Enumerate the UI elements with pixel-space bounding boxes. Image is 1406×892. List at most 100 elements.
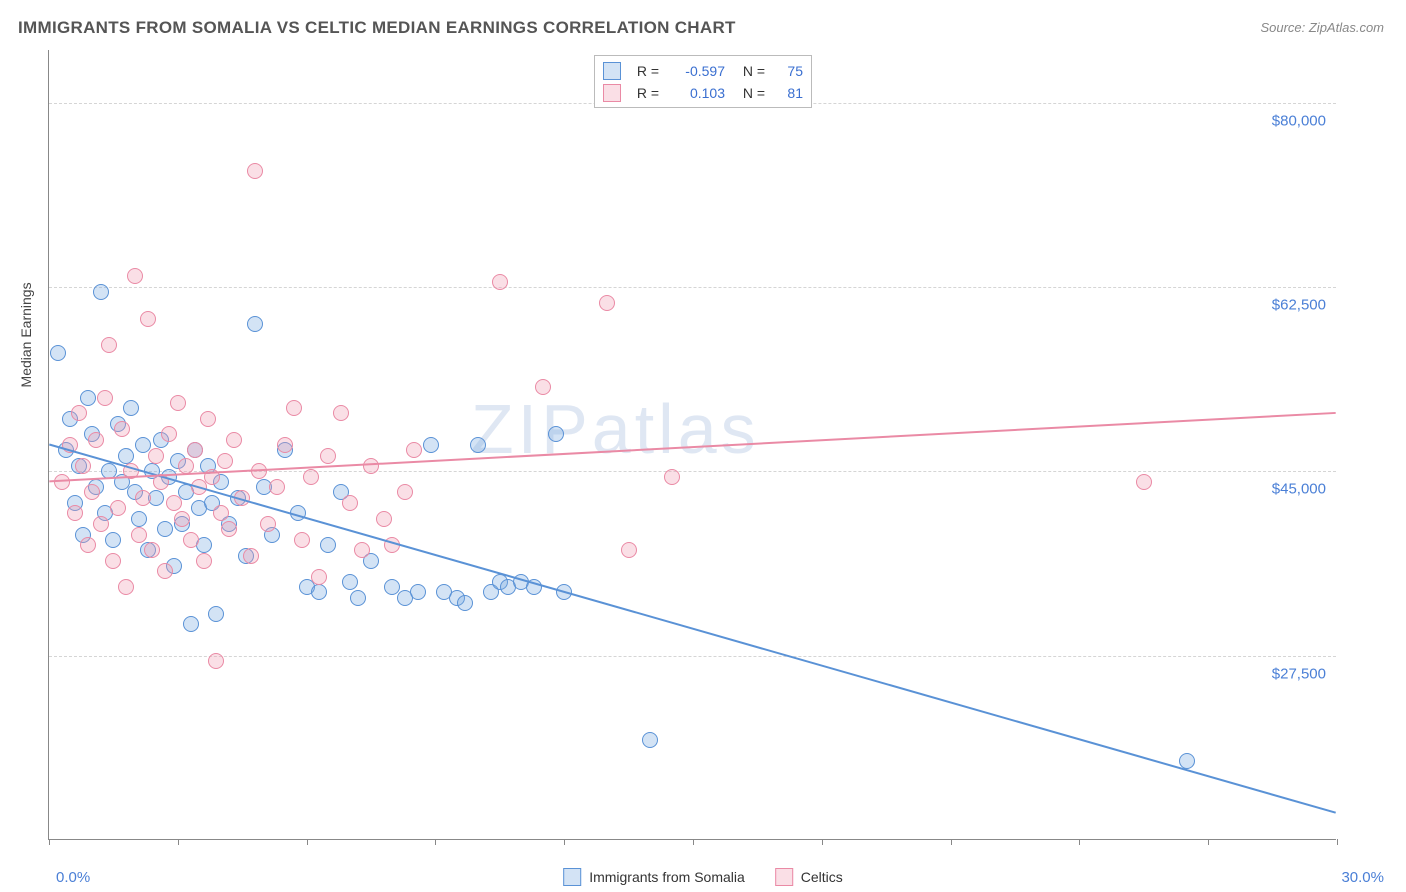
chart-title: IMMIGRANTS FROM SOMALIA VS CELTIC MEDIAN… bbox=[18, 18, 736, 38]
data-point-somalia bbox=[290, 505, 306, 521]
data-point-celtics bbox=[363, 458, 379, 474]
x-axis-label-min: 0.0% bbox=[56, 869, 90, 886]
data-point-celtics bbox=[226, 432, 242, 448]
x-tick bbox=[822, 839, 823, 845]
data-point-celtics bbox=[200, 411, 216, 427]
data-point-celtics bbox=[101, 337, 117, 353]
gridline bbox=[49, 656, 1336, 657]
data-point-celtics bbox=[170, 395, 186, 411]
data-point-celtics bbox=[196, 553, 212, 569]
data-point-celtics bbox=[269, 479, 285, 495]
data-point-celtics bbox=[221, 521, 237, 537]
x-tick bbox=[951, 839, 952, 845]
data-point-celtics bbox=[1136, 474, 1152, 490]
gridline bbox=[49, 471, 1336, 472]
data-point-celtics bbox=[80, 537, 96, 553]
data-point-celtics bbox=[333, 405, 349, 421]
data-point-somalia bbox=[470, 437, 486, 453]
data-point-celtics bbox=[97, 390, 113, 406]
data-point-celtics bbox=[664, 469, 680, 485]
data-point-celtics bbox=[105, 553, 121, 569]
trend-lines-layer bbox=[49, 50, 1336, 839]
data-point-celtics bbox=[148, 448, 164, 464]
data-point-celtics bbox=[71, 405, 87, 421]
legend-swatch-icon bbox=[603, 84, 621, 102]
legend-correlation-box: R =-0.597N =75R =0.103N =81 bbox=[594, 55, 812, 108]
data-point-celtics bbox=[234, 490, 250, 506]
data-point-celtics bbox=[174, 511, 190, 527]
x-axis-label-max: 30.0% bbox=[1341, 869, 1384, 886]
data-point-celtics bbox=[286, 400, 302, 416]
data-point-celtics bbox=[342, 495, 358, 511]
data-point-somalia bbox=[123, 400, 139, 416]
legend-n-label: N = bbox=[737, 60, 765, 82]
legend-n-label: N = bbox=[737, 82, 765, 104]
data-point-somalia bbox=[247, 316, 263, 332]
legend-r-label: R = bbox=[627, 82, 659, 104]
data-point-somalia bbox=[93, 284, 109, 300]
plot-area: ZIPatlas $27,500$45,000$62,500$80,000 bbox=[48, 50, 1336, 840]
chart-source: Source: ZipAtlas.com bbox=[1260, 20, 1384, 35]
gridline bbox=[49, 287, 1336, 288]
x-tick bbox=[693, 839, 694, 845]
data-point-celtics bbox=[492, 274, 508, 290]
data-point-celtics bbox=[217, 453, 233, 469]
data-point-celtics bbox=[62, 437, 78, 453]
data-point-celtics bbox=[303, 469, 319, 485]
data-point-celtics bbox=[621, 542, 637, 558]
legend-swatch-icon bbox=[563, 868, 581, 886]
data-point-celtics bbox=[67, 505, 83, 521]
data-point-somalia bbox=[457, 595, 473, 611]
data-point-somalia bbox=[183, 616, 199, 632]
data-point-celtics bbox=[213, 505, 229, 521]
data-point-celtics bbox=[311, 569, 327, 585]
legend-r-label: R = bbox=[627, 60, 659, 82]
data-point-celtics bbox=[354, 542, 370, 558]
data-point-celtics bbox=[320, 448, 336, 464]
data-point-celtics bbox=[251, 463, 267, 479]
data-point-somalia bbox=[642, 732, 658, 748]
data-point-celtics bbox=[127, 268, 143, 284]
legend-swatch-icon bbox=[603, 62, 621, 80]
y-tick-label: $62,500 bbox=[1272, 297, 1326, 314]
data-point-celtics bbox=[161, 426, 177, 442]
data-point-somalia bbox=[105, 532, 121, 548]
x-tick bbox=[564, 839, 565, 845]
x-tick bbox=[1337, 839, 1338, 845]
y-tick-label: $80,000 bbox=[1272, 112, 1326, 129]
data-point-celtics bbox=[397, 484, 413, 500]
data-point-celtics bbox=[123, 463, 139, 479]
data-point-celtics bbox=[208, 653, 224, 669]
data-point-somalia bbox=[131, 511, 147, 527]
data-point-somalia bbox=[1179, 753, 1195, 769]
data-point-celtics bbox=[277, 437, 293, 453]
data-point-celtics bbox=[166, 495, 182, 511]
data-point-somalia bbox=[80, 390, 96, 406]
data-point-somalia bbox=[208, 606, 224, 622]
data-point-celtics bbox=[260, 516, 276, 532]
x-tick bbox=[1208, 839, 1209, 845]
legend-n-value: 81 bbox=[771, 82, 803, 104]
x-tick bbox=[178, 839, 179, 845]
x-tick bbox=[1079, 839, 1080, 845]
data-point-somalia bbox=[320, 537, 336, 553]
data-point-somalia bbox=[50, 345, 66, 361]
data-point-celtics bbox=[114, 421, 130, 437]
data-point-celtics bbox=[406, 442, 422, 458]
data-point-celtics bbox=[140, 311, 156, 327]
x-tick bbox=[49, 839, 50, 845]
data-point-celtics bbox=[204, 469, 220, 485]
data-point-celtics bbox=[135, 490, 151, 506]
data-point-celtics bbox=[599, 295, 615, 311]
data-point-celtics bbox=[183, 532, 199, 548]
legend-series: Immigrants from SomaliaCeltics bbox=[563, 868, 843, 886]
x-tick bbox=[435, 839, 436, 845]
data-point-somalia bbox=[118, 448, 134, 464]
data-point-celtics bbox=[131, 527, 147, 543]
legend-r-value: -0.597 bbox=[665, 60, 725, 82]
y-axis-title: Median Earnings bbox=[18, 282, 34, 387]
data-point-celtics bbox=[535, 379, 551, 395]
data-point-somalia bbox=[157, 521, 173, 537]
legend-series-label: Celtics bbox=[801, 869, 843, 885]
data-point-somalia bbox=[556, 584, 572, 600]
